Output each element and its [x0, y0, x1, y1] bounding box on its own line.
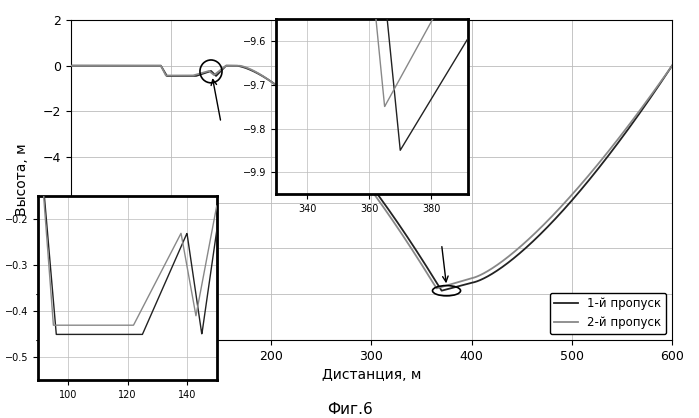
- 1-й пропуск: [656, 81, 665, 86]
- 2-й пропуск: [668, 63, 676, 68]
- 1-й пропуск: [135, 63, 143, 68]
- 2-й пропуск: [297, 105, 305, 110]
- Y-axis label: Высота, м: Высота, м: [15, 144, 29, 216]
- 1-й пропуск: [297, 103, 305, 108]
- Text: Фиг.6: Фиг.6: [326, 402, 373, 417]
- 2-й пропуск: [135, 63, 143, 68]
- 1-й пропуск: [668, 63, 676, 68]
- 1-й пропуск: [66, 63, 75, 68]
- 2-й пропуск: [591, 164, 600, 169]
- 2-й пропуск: [66, 63, 75, 68]
- Legend: 1-й пропуск, 2-й пропуск: 1-й пропуск, 2-й пропуск: [549, 293, 666, 334]
- 1-й пропуск: [438, 288, 446, 293]
- Line: 1-й пропуск: 1-й пропуск: [71, 66, 672, 291]
- X-axis label: Дистанция, м: Дистанция, м: [322, 368, 421, 382]
- 1-й пропуск: [591, 169, 600, 174]
- Line: 2-й пропуск: 2-й пропуск: [71, 66, 672, 288]
- 1-й пропуск: [323, 130, 331, 135]
- 2-й пропуск: [656, 80, 665, 85]
- 2-й пропуск: [323, 133, 331, 138]
- 2-й пропуск: [433, 286, 441, 291]
- 1-й пропуск: [171, 74, 179, 79]
- 2-й пропуск: [171, 73, 179, 78]
